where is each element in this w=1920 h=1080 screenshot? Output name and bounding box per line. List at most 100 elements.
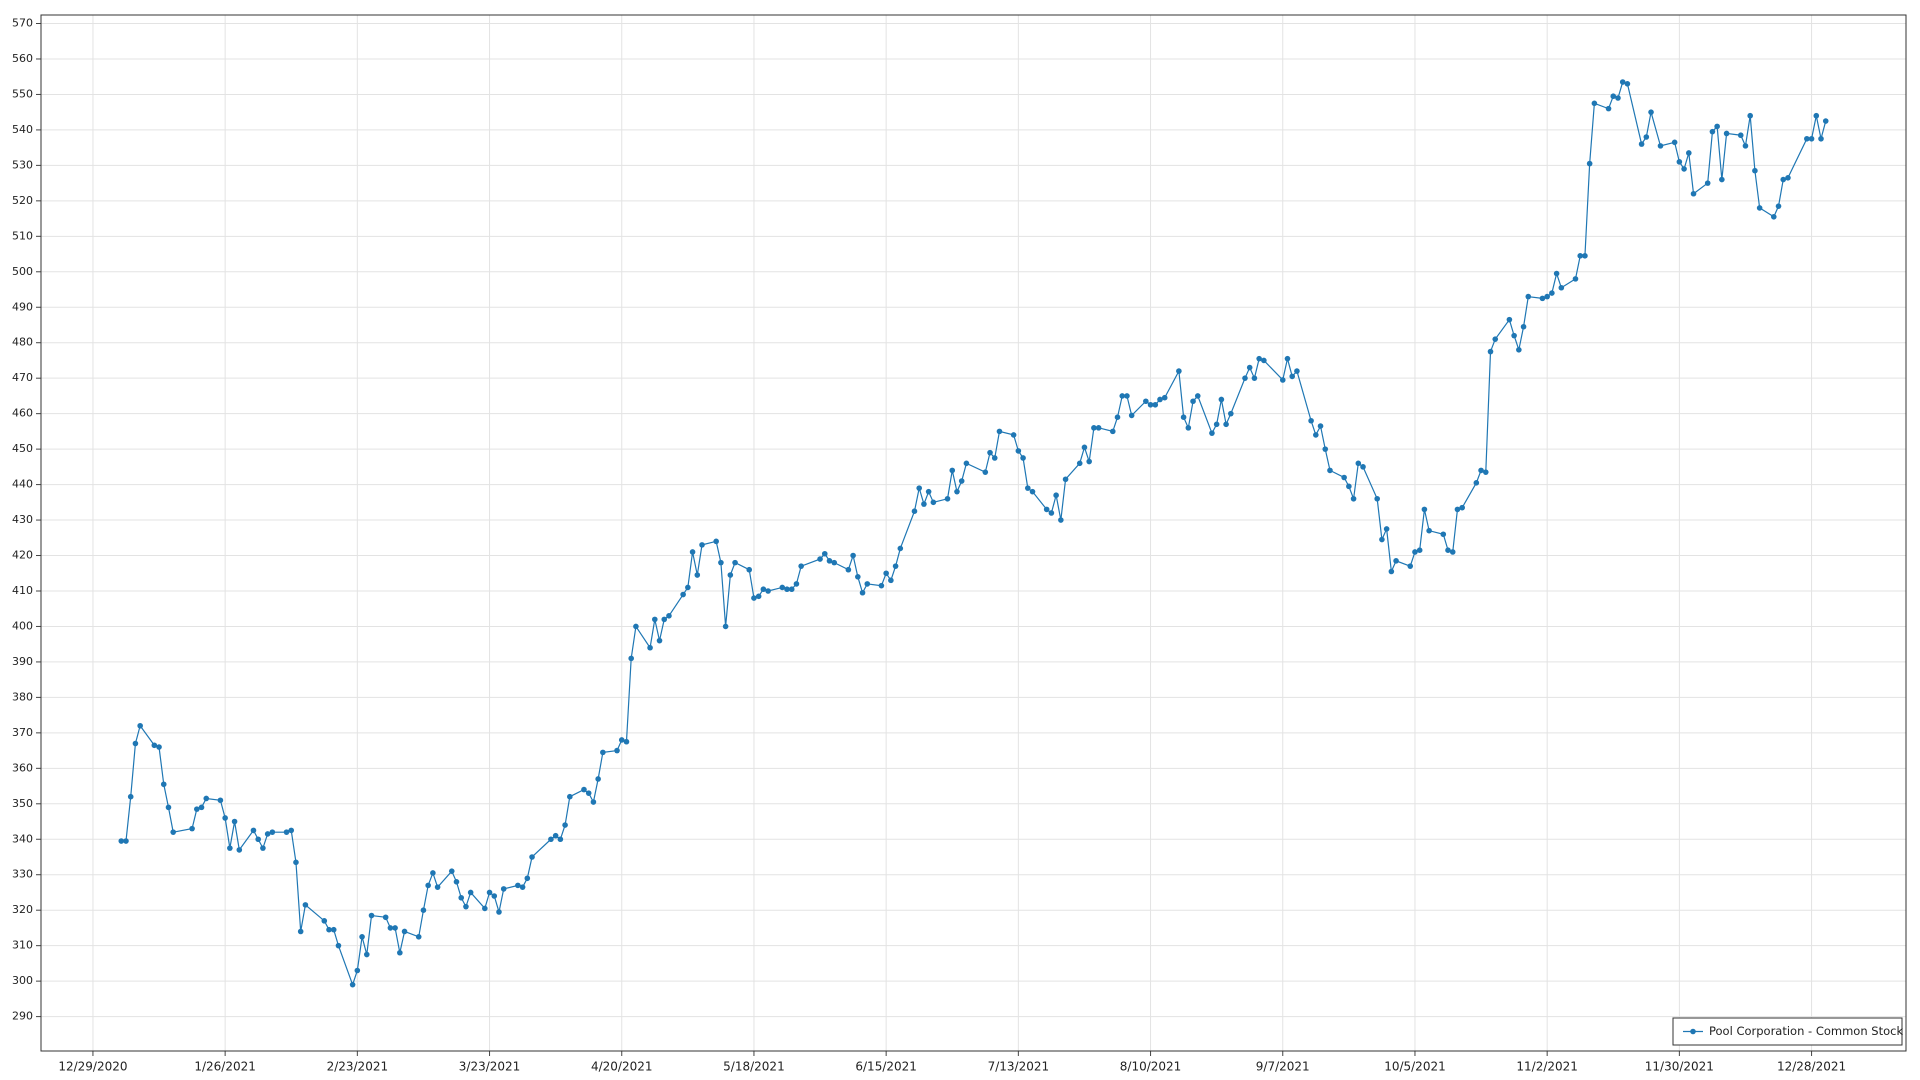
point bbox=[1619, 79, 1626, 85]
point bbox=[1775, 203, 1782, 209]
point bbox=[666, 613, 672, 619]
point bbox=[288, 827, 295, 834]
point bbox=[227, 845, 233, 851]
point bbox=[1407, 563, 1414, 569]
point bbox=[1445, 547, 1451, 554]
point bbox=[1657, 143, 1664, 149]
point bbox=[788, 586, 795, 593]
point bbox=[496, 909, 502, 915]
point bbox=[1180, 414, 1187, 420]
point bbox=[302, 902, 309, 908]
point bbox=[1346, 483, 1352, 490]
point bbox=[1686, 150, 1692, 156]
point bbox=[194, 806, 200, 812]
legend-box bbox=[1672, 1017, 1903, 1046]
legend-label: Pool Corporation - Common Stock bbox=[1709, 1024, 1903, 1038]
point bbox=[1261, 357, 1267, 364]
point bbox=[1478, 467, 1484, 474]
x-tick-label: 12/28/2021 bbox=[1777, 1060, 1846, 1074]
point bbox=[548, 836, 554, 843]
point bbox=[486, 889, 493, 896]
y-tick-label: 310 bbox=[12, 939, 33, 952]
point bbox=[1553, 270, 1560, 277]
point bbox=[1723, 130, 1730, 137]
point bbox=[916, 485, 923, 491]
point bbox=[1704, 180, 1711, 186]
point bbox=[1808, 135, 1815, 142]
point bbox=[1416, 547, 1423, 554]
point bbox=[463, 903, 469, 910]
point bbox=[614, 747, 620, 754]
point bbox=[845, 566, 852, 573]
x-tick-label: 4/20/2021 bbox=[591, 1060, 653, 1074]
point bbox=[482, 905, 488, 912]
point bbox=[1327, 467, 1333, 474]
point bbox=[1020, 455, 1026, 461]
x-tick-label: 12/29/2020 bbox=[58, 1060, 127, 1074]
point bbox=[1643, 134, 1650, 140]
point bbox=[118, 838, 125, 844]
point bbox=[1473, 480, 1480, 486]
point bbox=[585, 790, 592, 796]
y-tick-label: 460 bbox=[12, 407, 33, 420]
point bbox=[1412, 549, 1418, 555]
point bbox=[878, 582, 885, 589]
point bbox=[1209, 430, 1215, 436]
point bbox=[651, 616, 658, 623]
point bbox=[1591, 100, 1598, 107]
y-tick-label: 540 bbox=[12, 123, 33, 136]
point bbox=[1737, 132, 1744, 139]
point bbox=[1114, 414, 1121, 420]
point bbox=[1043, 506, 1050, 513]
y-tick-label: 350 bbox=[12, 797, 33, 810]
point bbox=[831, 559, 838, 566]
point bbox=[1218, 396, 1225, 403]
point bbox=[1742, 143, 1749, 149]
point bbox=[921, 501, 927, 507]
point bbox=[170, 829, 177, 835]
x-tick-label: 11/2/2021 bbox=[1516, 1060, 1578, 1074]
point bbox=[1053, 492, 1059, 499]
point bbox=[330, 926, 337, 933]
point bbox=[269, 829, 276, 835]
y-tick-label: 500 bbox=[12, 265, 33, 278]
point bbox=[1251, 375, 1258, 381]
point bbox=[1492, 336, 1499, 342]
point bbox=[392, 925, 398, 931]
y-tick-label: 400 bbox=[12, 619, 33, 632]
point bbox=[529, 854, 535, 860]
point bbox=[1341, 474, 1347, 481]
y-tick-label: 450 bbox=[12, 442, 33, 455]
point bbox=[685, 584, 691, 591]
y-tick-label: 530 bbox=[12, 158, 33, 171]
point bbox=[1228, 410, 1234, 417]
point bbox=[755, 593, 762, 600]
point bbox=[1671, 139, 1678, 146]
point bbox=[335, 942, 342, 949]
point bbox=[1048, 510, 1055, 516]
y-tick-label: 560 bbox=[12, 52, 33, 65]
point bbox=[1119, 393, 1126, 399]
point bbox=[1147, 401, 1154, 408]
y-tick-label: 340 bbox=[12, 832, 33, 845]
y-tick-label: 390 bbox=[12, 655, 33, 668]
y-tick-label: 520 bbox=[12, 194, 33, 207]
point bbox=[1062, 476, 1069, 483]
point bbox=[264, 831, 271, 837]
point bbox=[1194, 393, 1201, 399]
y-tick-label: 290 bbox=[12, 1010, 33, 1023]
point bbox=[713, 538, 719, 545]
point bbox=[618, 737, 625, 743]
y-tick-label: 330 bbox=[12, 868, 33, 881]
point bbox=[1289, 373, 1296, 380]
point bbox=[727, 572, 734, 578]
point bbox=[1818, 135, 1824, 142]
point bbox=[784, 586, 790, 593]
point bbox=[817, 556, 823, 562]
point bbox=[963, 460, 970, 467]
point bbox=[911, 508, 918, 514]
point bbox=[255, 836, 261, 843]
point bbox=[1539, 295, 1546, 302]
point bbox=[297, 928, 304, 935]
point bbox=[453, 879, 460, 885]
